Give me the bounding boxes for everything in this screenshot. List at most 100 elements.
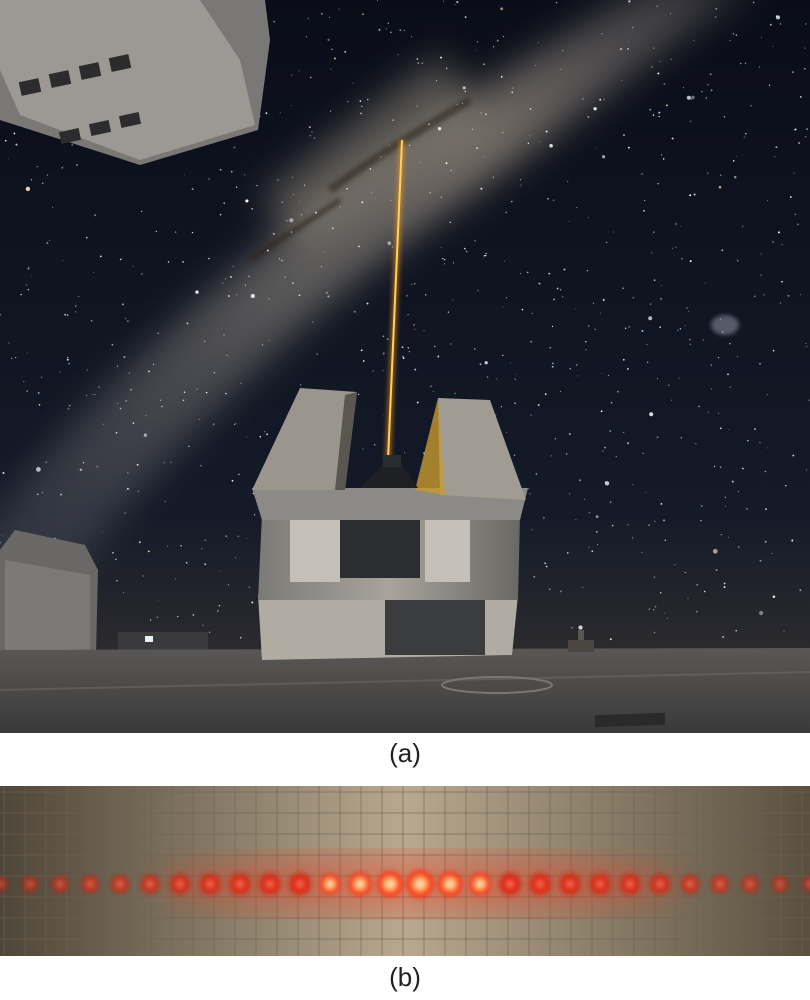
star (760, 274, 762, 276)
star (804, 135, 807, 138)
star (362, 13, 364, 15)
star (440, 247, 442, 249)
star (454, 3, 456, 5)
star (722, 635, 725, 638)
star (601, 33, 603, 35)
star (800, 96, 802, 98)
star (359, 100, 362, 102)
star (666, 104, 668, 107)
star (266, 249, 269, 252)
star (244, 174, 246, 176)
telescope-dome (252, 388, 528, 660)
star (794, 128, 797, 131)
star (567, 552, 569, 554)
star (445, 67, 448, 69)
star (184, 174, 185, 176)
star (772, 46, 773, 47)
star (641, 329, 644, 332)
star (766, 394, 768, 396)
star (188, 445, 190, 448)
star (266, 433, 268, 436)
star (418, 161, 420, 163)
star (79, 468, 83, 472)
star (643, 209, 645, 212)
star (567, 180, 569, 183)
star (37, 493, 39, 496)
star (772, 241, 774, 243)
star (684, 325, 686, 327)
star (577, 375, 579, 377)
star (609, 501, 612, 504)
star (86, 369, 88, 371)
star (208, 257, 210, 260)
star (595, 147, 597, 149)
star (568, 433, 571, 435)
star (421, 62, 423, 64)
star (500, 7, 504, 11)
star (386, 338, 389, 341)
star (627, 523, 629, 526)
star (231, 479, 234, 482)
star (129, 489, 131, 491)
star (713, 465, 716, 468)
star (49, 239, 51, 241)
star (528, 488, 530, 490)
star (537, 404, 540, 406)
star (552, 362, 554, 365)
star (409, 144, 411, 147)
star (353, 310, 356, 313)
star (15, 357, 17, 359)
star (808, 399, 810, 401)
star (338, 8, 340, 10)
star (485, 113, 487, 116)
star (583, 498, 586, 500)
star (700, 505, 703, 507)
star (403, 29, 405, 32)
star (450, 343, 452, 345)
star (732, 33, 735, 35)
star (806, 128, 808, 130)
star (653, 47, 655, 49)
star (505, 297, 508, 299)
star (628, 325, 631, 328)
star (727, 536, 730, 538)
star (484, 361, 488, 365)
star (406, 294, 408, 297)
star (119, 258, 122, 261)
star (605, 241, 608, 244)
star (167, 261, 170, 263)
star (382, 370, 384, 372)
star (130, 388, 132, 391)
star (74, 311, 76, 313)
star (208, 631, 211, 634)
star (551, 365, 554, 368)
star (793, 172, 795, 174)
star (671, 137, 674, 140)
star (391, 246, 394, 248)
star (615, 455, 617, 458)
star (496, 39, 499, 42)
diffraction-spot (256, 870, 284, 898)
star (714, 16, 717, 18)
star (374, 444, 376, 446)
star (568, 220, 570, 222)
star (475, 49, 477, 51)
star (432, 390, 434, 392)
star (700, 519, 702, 522)
star (774, 156, 776, 158)
star (367, 98, 369, 101)
star (604, 446, 606, 449)
star (392, 119, 394, 122)
star (231, 171, 233, 173)
diffraction-spot (404, 868, 436, 900)
star (416, 401, 419, 404)
star (390, 199, 392, 201)
star (36, 165, 38, 168)
star (600, 410, 603, 413)
star (408, 351, 410, 353)
star (463, 247, 466, 250)
star (429, 191, 432, 194)
star (656, 5, 658, 8)
star (474, 239, 476, 242)
star (327, 38, 330, 41)
